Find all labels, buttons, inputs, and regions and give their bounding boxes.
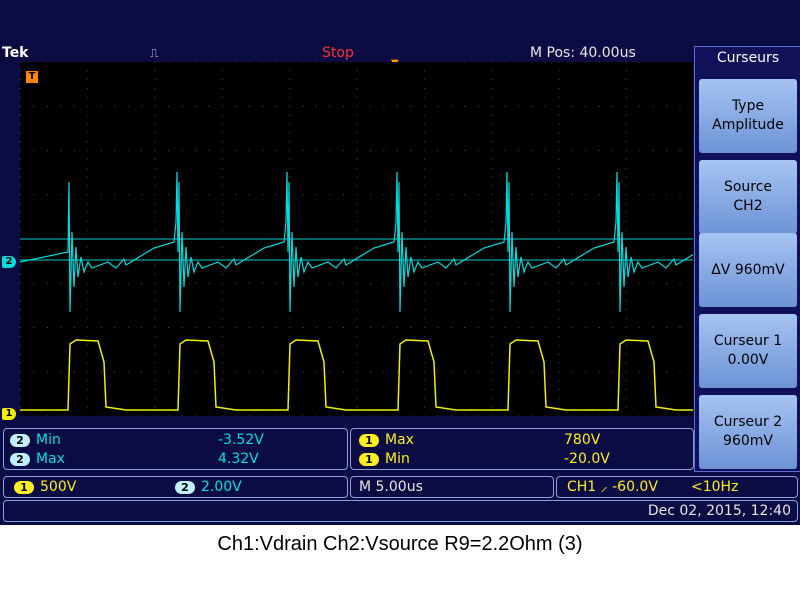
run-state-label: Stop (322, 45, 354, 61)
brand-label: Tek (2, 45, 29, 61)
trigger-frequency: <10Hz (691, 479, 739, 495)
menu-title: Curseurs (716, 50, 780, 66)
button-line: ΔV 960mV (711, 261, 785, 278)
trigger-level: CH1 ⸝ -60.0V (567, 479, 658, 495)
button-line: Curseur 2 (713, 414, 783, 430)
ch1-waveform (20, 339, 693, 411)
graticule-grid (20, 62, 693, 416)
channel-badge: 1 (359, 452, 379, 466)
measurement-value: 780V (564, 432, 601, 448)
measurement-value: -3.52V (218, 432, 264, 448)
waveform-display (20, 62, 693, 416)
measurement-row: 1 Max 780V (359, 430, 689, 450)
datetime-label: Dec 02, 2015, 12:40 (647, 503, 791, 519)
horizontal-position-readout: M Pos: 40.00us (530, 45, 636, 61)
ch1-scale: 500V (40, 479, 77, 495)
measurement-value: 4.32V (218, 451, 259, 467)
cursor-menu: Curseurs Type Amplitude Source CH2 ΔV 96… (694, 46, 800, 472)
button-line: CH2 (733, 198, 763, 214)
measurement-row: 2 Max 4.32V (10, 449, 340, 469)
ch2-ground-marker[interactable]: 2 (2, 256, 16, 268)
measurement-panel-ch1: 1 Max 780V 1 Min -20.0V (350, 428, 694, 470)
measurement-row: 1 Min -20.0V (359, 449, 689, 469)
status-bar: Tek ⎍ Stop M Pos: 40.00us (0, 44, 694, 62)
trigger-bar[interactable]: CH1 ⸝ -60.0V <10Hz (556, 476, 798, 498)
delta-v-button[interactable]: ΔV 960mV (699, 233, 797, 307)
cursor-2-button[interactable]: Curseur 2 960mV (699, 395, 797, 469)
ch2-scale: 2.00V (201, 479, 242, 495)
ch2-badge: 2 (175, 480, 195, 494)
measurement-value: -20.0V (564, 451, 610, 467)
source-button[interactable]: Source CH2 (699, 160, 797, 234)
ch1-badge: 1 (14, 480, 34, 494)
measurement-row: 2 Min -3.52V (10, 430, 340, 450)
channel-badge: 2 (10, 433, 30, 447)
figure-caption: Ch1:Vdrain Ch2:Vsource R9=2.2Ohm (3) (217, 533, 583, 555)
type-amplitude-button[interactable]: Type Amplitude (699, 79, 797, 153)
button-line: Curseur 1 (713, 333, 783, 349)
measurement-label: Min (36, 432, 61, 448)
datetime-bar: Dec 02, 2015, 12:40 (3, 500, 798, 522)
cursor-1-button[interactable]: Curseur 1 0.00V (699, 314, 797, 388)
button-line: 960mV (723, 433, 773, 449)
graticule-dots (20, 62, 693, 416)
measurement-label: Min (385, 451, 410, 467)
channel-badge: 2 (10, 452, 30, 466)
button-line: 0.00V (727, 352, 769, 368)
oscilloscope-screen: Tek ⎍ Stop M Pos: 40.00us ▼ T 2 1 Curseu… (0, 0, 800, 525)
timebase-bar[interactable]: M 5.00us (350, 476, 554, 498)
ch2-waveform (20, 171, 693, 313)
trigger-type-icon: ⎍ (150, 46, 159, 60)
ch1-ground-marker[interactable]: 1 (2, 408, 16, 420)
button-line: Source (723, 179, 773, 195)
vertical-scale-bar[interactable]: 1 500V 2 2.00V (3, 476, 348, 498)
waveform-canvas (20, 62, 693, 416)
button-line: Amplitude (712, 117, 784, 133)
measurement-label: Max (36, 451, 65, 467)
channel-badge: 1 (359, 433, 379, 447)
trigger-marker-icon: T (26, 71, 38, 83)
button-line: Type (731, 98, 765, 114)
measurement-panel-ch2: 2 Min -3.52V 2 Max 4.32V (3, 428, 348, 470)
timebase-value: M 5.00us (359, 479, 423, 495)
measurement-label: Max (385, 432, 414, 448)
